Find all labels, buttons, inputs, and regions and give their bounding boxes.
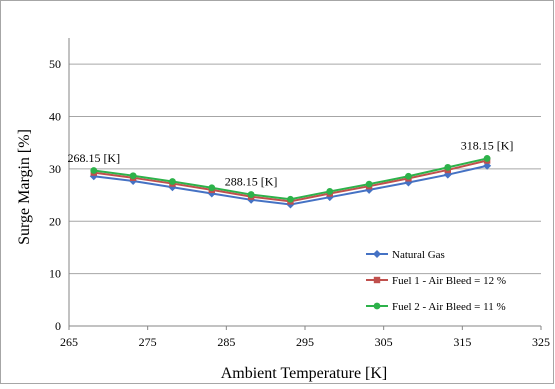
x-tick-label: 305 xyxy=(375,335,393,349)
y-tick-label: 40 xyxy=(49,110,61,124)
data-point xyxy=(287,195,294,203)
data-point xyxy=(483,155,491,162)
annotation-label: 268.15 [K] xyxy=(67,151,120,165)
y-tick-label: 10 xyxy=(49,267,61,281)
annotation-label: 318.15 [K] xyxy=(461,139,514,153)
legend: Natural Gas Fuel 1 - Air Bleed = 12 % Fuel… xyxy=(366,249,506,313)
data-point xyxy=(444,163,452,171)
y-tick-label: 30 xyxy=(49,162,61,176)
legend-marker xyxy=(373,276,381,284)
data-point xyxy=(365,180,373,188)
data-point xyxy=(208,184,216,192)
x-tick-label: 285 xyxy=(217,335,235,349)
x-axis-title: Ambient Temperature [K] xyxy=(221,365,388,382)
legend-label: Natural Gas xyxy=(392,249,445,261)
legend-item: Natural Gas xyxy=(366,249,445,261)
x-tick-label: 265 xyxy=(60,335,78,349)
data-point xyxy=(405,172,412,180)
series-line xyxy=(93,159,488,203)
series-group xyxy=(89,155,492,209)
series-3 xyxy=(90,155,491,203)
data-point xyxy=(129,172,137,180)
x-tick-label: 315 xyxy=(453,335,471,349)
data-point xyxy=(483,161,492,170)
y-tick-label: 0 xyxy=(55,319,61,333)
legend-item: Fuel 2 - Air Bleed = 11 % xyxy=(366,301,506,313)
x-tick-label: 295 xyxy=(296,335,314,349)
legend-marker xyxy=(373,250,381,258)
legend-label: Fuel 1 - Air Bleed = 12 % xyxy=(392,275,506,287)
x-tick-label: 275 xyxy=(139,335,157,349)
y-axis-title: Surge Margin [%] xyxy=(16,129,33,245)
data-point xyxy=(169,178,176,185)
x-tick-label: 325 xyxy=(532,335,550,349)
axes: 0 10 20 30 40 50 265 275 285 295 305 315 325 xyxy=(49,38,550,349)
y-tick-label: 20 xyxy=(49,214,61,228)
legend-label: Fuel 2 - Air Bleed = 11 % xyxy=(392,301,506,313)
data-point xyxy=(326,188,334,195)
grid-lines xyxy=(69,63,541,275)
y-tick-label: 50 xyxy=(49,57,61,71)
annotation-label: 288.15 [K] xyxy=(225,175,278,189)
annotations: 268.15 [K] 288.15 [K] 318.15 [K] xyxy=(67,139,513,189)
legend-marker xyxy=(373,302,381,310)
data-point xyxy=(90,167,98,174)
data-point xyxy=(247,191,255,198)
legend-item: Fuel 1 - Air Bleed = 12 % xyxy=(366,275,506,287)
